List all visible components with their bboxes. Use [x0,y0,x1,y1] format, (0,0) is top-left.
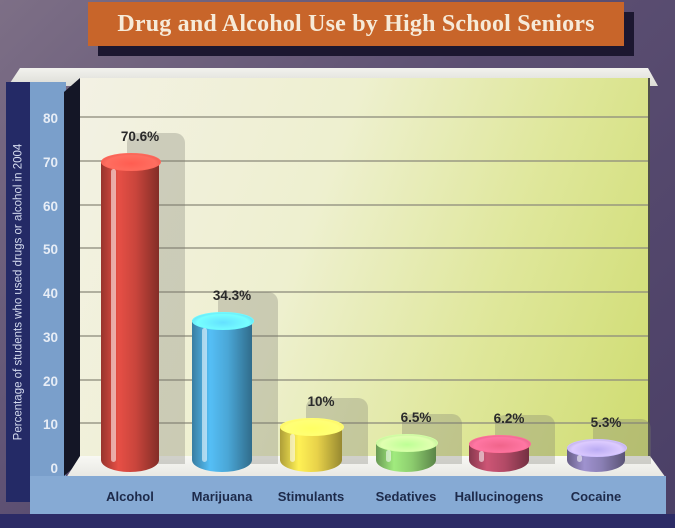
bar-cap [376,433,438,452]
bar-marijuana [192,311,254,472]
plot-area [80,78,650,460]
y-tick-label: 20 [42,373,58,389]
bottom-band [0,514,675,528]
bar-value-label: 34.3% [212,287,252,303]
bar-stimulants [280,418,344,472]
gridline [80,422,648,425]
gridline [80,159,648,162]
bar-value-label: 5.3% [590,414,622,430]
y-tick-band [30,82,66,490]
x-tick-label: Alcohol [106,489,154,504]
bar-value-label: 10% [307,394,335,410]
bar-cap [192,311,254,330]
y-tick-label: 0 [50,461,58,476]
bar-cap [101,153,161,172]
bar-alcohol [101,153,161,472]
gridline [80,247,648,250]
x-tick-label: Sedatives [375,489,437,504]
y-axis-label-band [6,82,30,502]
bar-highlight [386,449,391,462]
bar-hallucinogens [469,434,531,472]
y-axis-wall [64,78,80,476]
x-tick-label: Hallucinogens [454,489,544,504]
chart-title: Drug and Alcohol Use by High School Seni… [88,2,624,46]
x-tick-label: Cocaine [570,489,622,504]
y-tick-label: 40 [42,286,58,301]
gridline [80,378,648,381]
bar-cap [469,434,531,453]
y-tick-label: 60 [42,198,58,214]
gridline [80,291,648,293]
y-tick-label: 30 [42,329,58,345]
y-tick-label: 80 [42,111,58,126]
bar-highlight [202,327,207,462]
bar-cap [280,418,344,437]
gridline [80,116,648,118]
bar-value-label: 70.6% [120,129,160,145]
gridline [80,334,648,337]
x-tick-label: Stimulants [277,489,345,504]
y-tick-label: 10 [42,417,58,433]
bar-highlight [577,454,582,462]
bar-value-label: 6.2% [493,410,525,426]
gridline [80,203,648,206]
x-tick-label: Marijuana [191,489,253,504]
y-tick-label: 50 [42,242,58,258]
y-tick-label: 70 [42,154,58,170]
bar-cocaine [567,438,627,472]
bar-highlight [290,434,295,462]
bar-highlight [479,450,484,462]
bar-value-label: 6.5% [400,409,432,425]
bar-cap [567,438,627,457]
bar-highlight [111,169,116,462]
y-axis-label: Percentage of students who used drugs or… [12,143,24,441]
bar-sedatives [376,433,438,472]
x-axis-band [30,476,666,514]
